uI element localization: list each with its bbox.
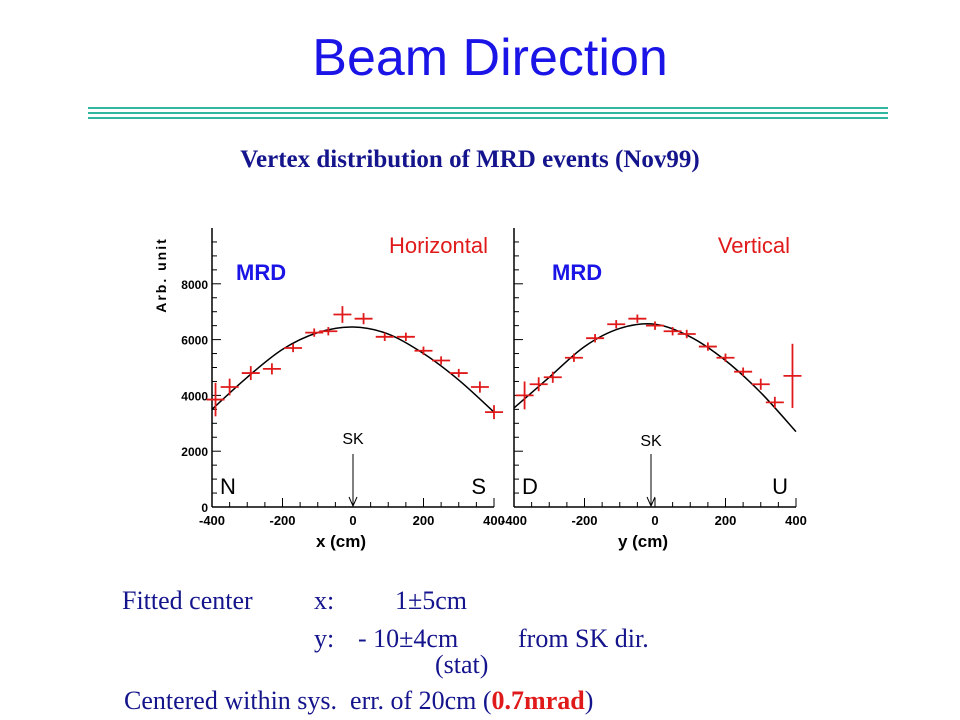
edge-label-right: S: [471, 474, 486, 499]
data-point: [485, 405, 503, 420]
data-point: [765, 396, 784, 408]
data-point: [586, 334, 605, 343]
data-point: [607, 320, 626, 329]
x-tick-label: -200: [269, 513, 295, 528]
edge-label-right: U: [772, 474, 788, 499]
data-point: [564, 353, 583, 362]
title-underline: [88, 117, 888, 119]
data-point: [432, 356, 451, 365]
x-axis-label: y (cm): [618, 532, 668, 551]
data-point: [751, 378, 770, 390]
data-point: [262, 363, 281, 375]
title-underline: [88, 112, 888, 114]
x-axis-label: x (cm): [316, 532, 366, 551]
y-tick-label: 8000: [181, 278, 208, 292]
fit-y-value: - 10±4cm: [358, 624, 459, 653]
x-tick-label: -400: [501, 513, 527, 528]
data-point: [663, 327, 682, 336]
x-tick-label: 400: [483, 513, 505, 528]
mrd-label: MRD: [552, 260, 602, 285]
data-point: [698, 342, 717, 351]
data-point: [396, 332, 415, 341]
y-tick-label: 4000: [181, 389, 208, 403]
data-point: [333, 306, 352, 323]
data-point: [319, 327, 338, 336]
systematic-error-line: Centered within sys. err. of 20cm (0.7mr…: [124, 686, 593, 716]
x-tick-label: 400: [785, 513, 807, 528]
chart-panel-horizontal: 0 2000 4000 6000 8000 -400 -200 0 200 400 x (cm) Ar…: [153, 228, 505, 551]
data-point: [449, 368, 468, 378]
y-tick-label: 6000: [181, 334, 208, 348]
x-tick-label: 0: [349, 513, 356, 528]
y-tick-label: 0: [201, 501, 208, 515]
sk-marker-label: SK: [640, 433, 662, 450]
data-point: [220, 378, 239, 396]
systematic-error-mrad: 0.7mrad: [491, 686, 585, 715]
fit-x-value: 1±5cm: [395, 586, 468, 615]
x-tick-label: 200: [413, 513, 435, 528]
panel-title: Horizontal: [389, 233, 488, 258]
panel-title: Vertical: [718, 233, 790, 258]
systematic-error-suffix: ): [584, 686, 594, 715]
fit-label: Fitted center: [122, 586, 253, 615]
fit-x-axis: x:: [314, 586, 335, 615]
y-axis-label: Arb. unit: [153, 237, 169, 313]
edge-label-left: N: [220, 474, 236, 499]
mrd-label: MRD: [236, 260, 286, 285]
x-tick-label: 200: [715, 513, 737, 528]
x-tick-label: -200: [571, 513, 597, 528]
data-point: [241, 366, 260, 381]
data-point: [470, 381, 489, 393]
data-point: [734, 367, 753, 376]
fit-stat-note: (stat): [435, 650, 489, 679]
fit-curve: [211, 326, 495, 413]
fit-y-suffix: from SK dir.: [518, 624, 649, 653]
slide-title: Beam Direction: [312, 29, 668, 87]
data-point: [284, 343, 303, 353]
sk-marker-arrowhead: [646, 496, 656, 508]
chart-panel-vertical: -400 -200 0 200 400 y (cm) Vertical MRD D U SK: [501, 228, 807, 551]
data-point: [414, 346, 433, 355]
data-point: [206, 382, 225, 417]
data-point: [354, 313, 373, 325]
data-point: [529, 377, 548, 392]
data-point: [783, 343, 802, 408]
data-point: [305, 328, 324, 337]
data-point: [375, 332, 394, 341]
data-point: [677, 329, 696, 339]
data-point: [628, 314, 647, 323]
fit-y-axis: y:: [314, 624, 335, 653]
data-point: [716, 353, 735, 362]
y-tick-label: 2000: [181, 445, 208, 459]
x-tick-label: -400: [199, 513, 225, 528]
data-point: [646, 321, 664, 330]
x-tick-label: 0: [651, 513, 658, 528]
slide-subtitle: Vertex distribution of MRD events (Nov99…: [240, 146, 700, 173]
edge-label-left: D: [522, 474, 538, 499]
data-point: [543, 371, 562, 383]
data-point: [515, 381, 534, 410]
sk-marker-arrowhead: [348, 496, 358, 508]
sk-marker-label: SK: [342, 431, 364, 448]
systematic-error-prefix: Centered within sys. err. of 20cm (: [124, 686, 492, 715]
title-underline: [88, 107, 888, 109]
